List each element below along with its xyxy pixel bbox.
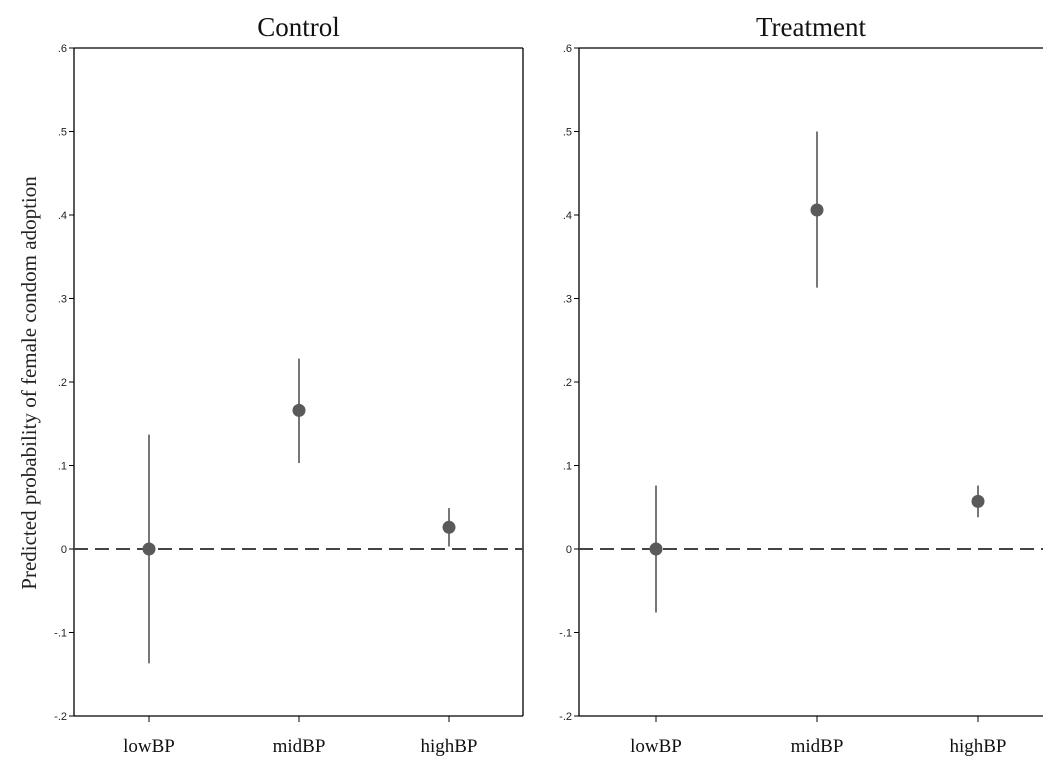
y-tick-label: .4 xyxy=(563,210,572,222)
y-tick-label: -.2 xyxy=(54,711,67,723)
y-tick-label: -.1 xyxy=(559,628,572,640)
y-tick-label: 0 xyxy=(61,544,67,556)
y-tick-label: .6 xyxy=(58,43,67,55)
x-tick-label: lowBP xyxy=(630,736,682,757)
x-tick-label: highBP xyxy=(420,736,477,757)
y-tick-label: -.1 xyxy=(54,628,67,640)
y-tick-label: .1 xyxy=(563,461,572,473)
y-axis-label: Predicted probability of female condom a… xyxy=(17,176,41,590)
point-lowBP xyxy=(142,542,156,556)
x-tick-label: midBP xyxy=(791,736,844,757)
panel-treatment: Treatment -.2 -.1 0 .1 .2 .3 .4 .5 .6 lowBP midBP hi… xyxy=(559,12,1043,757)
x-tick-label: highBP xyxy=(949,736,1006,757)
y-tick-label: -.2 xyxy=(559,711,572,723)
point-midBP xyxy=(810,203,824,217)
y-tick-label: .3 xyxy=(58,294,67,306)
y-tick-label: .6 xyxy=(563,43,572,55)
x-tick-label: lowBP xyxy=(123,736,175,757)
y-tick-label: .2 xyxy=(58,377,67,389)
point-highBP xyxy=(442,520,456,534)
y-tick-label: 0 xyxy=(566,544,572,556)
panel-control: Control -.2 -.1 0 .1 .2 .3 .4 .5 .6 lowBP midBP high… xyxy=(54,12,524,757)
y-tick-label: .4 xyxy=(58,210,67,222)
panels: Control -.2 -.1 0 .1 .2 .3 .4 .5 .6 lowBP midBP high… xyxy=(54,12,1043,757)
y-tick-label: .2 xyxy=(563,377,572,389)
point-highBP xyxy=(971,494,985,508)
y-tick-label: .3 xyxy=(563,294,572,306)
panel-title: Treatment xyxy=(756,12,866,42)
x-tick-label: midBP xyxy=(273,736,326,757)
panel-title: Control xyxy=(257,12,340,42)
y-tick-label: .5 xyxy=(58,127,67,139)
point-midBP xyxy=(292,403,306,417)
y-tick-label: .5 xyxy=(563,127,572,139)
y-tick-label: .1 xyxy=(58,461,67,473)
point-lowBP xyxy=(649,542,663,556)
